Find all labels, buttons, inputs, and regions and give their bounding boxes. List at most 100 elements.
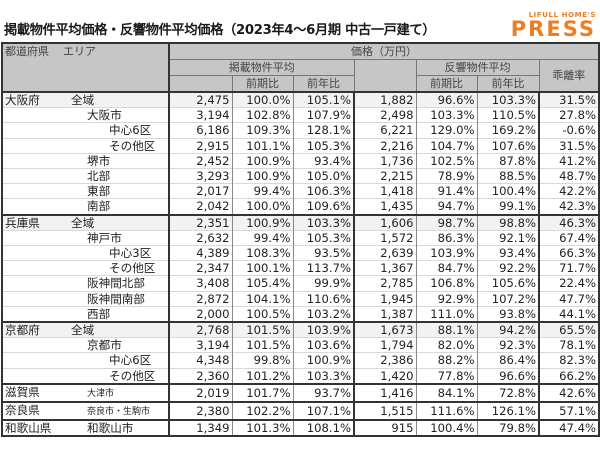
listing-yoy: 93.4% bbox=[292, 152, 355, 169]
prefecture: 大阪府 bbox=[5, 93, 40, 107]
area-name: 大津市 bbox=[87, 388, 115, 399]
area-name: 中心6区 bbox=[109, 353, 152, 368]
listing-qoq: 100.0% bbox=[231, 91, 294, 108]
header-listing-yoy: 前年比 bbox=[292, 75, 355, 93]
response-price: 1,435 bbox=[353, 198, 417, 215]
listing-price: 1,349 bbox=[168, 419, 233, 438]
listing-yoy: 105.3% bbox=[292, 229, 355, 246]
listing-qoq: 102.8% bbox=[231, 107, 294, 123]
area-cell: 西部 bbox=[1, 305, 170, 323]
listing-price: 3,293 bbox=[168, 168, 233, 184]
response-qoq: 91.4% bbox=[415, 183, 478, 199]
gap-rate: -0.6% bbox=[538, 122, 600, 139]
area-cell: 阪神間北部 bbox=[1, 275, 170, 292]
area-cell: 東部 bbox=[1, 183, 170, 199]
area-name: 堺市 bbox=[87, 153, 111, 168]
area-cell: 滋賀県 大津市 bbox=[1, 382, 170, 403]
listing-yoy: 105.3% bbox=[292, 137, 355, 154]
response-yoy: 92.3% bbox=[476, 337, 540, 353]
area-cell: 大阪府 全域 bbox=[1, 91, 170, 108]
listing-yoy: 109.6% bbox=[292, 198, 355, 215]
response-price: 2,498 bbox=[353, 107, 417, 123]
logo-line2: PRESS bbox=[510, 17, 596, 41]
header-pref-area: 都道府県 エリア bbox=[1, 42, 170, 93]
table-row: 滋賀県 大津市 2,019 101.7% 93.7% 1,416 84.1% 72.8% 42.… bbox=[1, 382, 600, 403]
listing-price: 2,475 bbox=[168, 91, 233, 108]
listing-qoq: 100.5% bbox=[231, 305, 294, 323]
gap-rate: 66.3% bbox=[538, 245, 600, 261]
listing-qoq: 109.3% bbox=[231, 122, 294, 139]
header-gap-rate: 乖離率 bbox=[538, 59, 600, 93]
listing-yoy: 105.0% bbox=[292, 168, 355, 184]
prefecture: 奈良県 bbox=[5, 403, 40, 418]
response-yoy: 126.1% bbox=[476, 401, 540, 421]
header-response-avg: 反響物件平均 bbox=[416, 59, 540, 76]
gap-rate: 48.7% bbox=[538, 168, 600, 184]
response-qoq: 100.4% bbox=[415, 419, 478, 438]
listing-yoy: 110.6% bbox=[292, 290, 355, 307]
response-qoq: 84.7% bbox=[415, 260, 478, 276]
response-price: 1,416 bbox=[353, 382, 417, 403]
response-yoy: 100.4% bbox=[476, 183, 540, 199]
header-pref: 都道府県 bbox=[5, 45, 49, 58]
listing-qoq: 100.9% bbox=[231, 168, 294, 184]
gap-rate: 67.4% bbox=[538, 229, 600, 246]
area-name: 神戸市 bbox=[87, 230, 122, 245]
listing-qoq: 108.3% bbox=[231, 245, 294, 261]
area-cell: 堺市 bbox=[1, 152, 170, 169]
response-qoq: 88.1% bbox=[415, 321, 478, 338]
response-yoy: 107.2% bbox=[476, 290, 540, 307]
listing-yoy: 103.3% bbox=[292, 213, 355, 231]
area-cell: 大阪市 bbox=[1, 107, 170, 123]
area-cell: 中心6区 bbox=[1, 352, 170, 369]
response-price: 1,418 bbox=[353, 183, 417, 199]
listing-qoq: 104.1% bbox=[231, 290, 294, 307]
area-name: 南部 bbox=[87, 199, 111, 214]
header-listing-price-blank bbox=[168, 75, 233, 93]
prefecture: 京都府 bbox=[5, 323, 40, 338]
listing-price: 3,408 bbox=[168, 275, 233, 292]
header-listing-qoq: 前期比 bbox=[231, 75, 294, 93]
response-qoq: 103.3% bbox=[415, 107, 478, 123]
listing-price: 2,360 bbox=[168, 367, 233, 384]
gap-rate: 22.4% bbox=[538, 275, 600, 292]
listing-price: 2,632 bbox=[168, 229, 233, 246]
area-name: 東部 bbox=[87, 184, 111, 199]
response-qoq: 104.7% bbox=[415, 137, 478, 154]
listing-price: 2,872 bbox=[168, 290, 233, 307]
response-yoy: 107.6% bbox=[476, 137, 540, 154]
table-row: 京都市 3,194 101.5% 103.6% 1,794 82.0% 92.3% 78.1% bbox=[1, 337, 600, 353]
listing-yoy: 128.1% bbox=[292, 122, 355, 139]
response-qoq: 102.5% bbox=[415, 152, 478, 169]
response-yoy: 93.4% bbox=[476, 245, 540, 261]
response-yoy: 72.8% bbox=[476, 382, 540, 403]
listing-price: 3,194 bbox=[168, 107, 233, 123]
response-price: 1,794 bbox=[353, 337, 417, 353]
gap-rate: 71.7% bbox=[538, 260, 600, 276]
table-row: 阪神間北部 3,408 105.4% 99.9% 2,785 106.8% 105.6% 22… bbox=[1, 275, 600, 292]
listing-qoq: 102.2% bbox=[231, 401, 294, 421]
response-yoy: 92.1% bbox=[476, 229, 540, 246]
header-listing-avg: 掲載物件平均 bbox=[168, 59, 355, 76]
area-name: 京都市 bbox=[87, 338, 122, 353]
area-cell: 神戸市 bbox=[1, 229, 170, 246]
listing-yoy: 100.9% bbox=[292, 352, 355, 369]
response-yoy: 92.2% bbox=[476, 260, 540, 276]
response-qoq: 111.6% bbox=[415, 401, 478, 421]
area-cell: 中心6区 bbox=[1, 122, 170, 139]
response-qoq: 88.2% bbox=[415, 352, 478, 369]
prefecture: 兵庫県 bbox=[5, 215, 40, 230]
area-cell: 京都市 bbox=[1, 337, 170, 353]
response-yoy: 105.6% bbox=[476, 275, 540, 292]
area-name: 和歌山市 bbox=[87, 421, 134, 436]
table-row: 堺市 2,452 100.9% 93.4% 1,736 102.5% 87.8% 41.2% bbox=[1, 152, 600, 169]
area-name: その他区 bbox=[109, 138, 156, 153]
lifull-homes-press-logo: LIFULL HOME'S PRESS bbox=[510, 11, 596, 41]
response-price: 1,572 bbox=[353, 229, 417, 246]
listing-yoy: 107.1% bbox=[292, 401, 355, 421]
response-yoy: 96.6% bbox=[476, 367, 540, 384]
gap-rate: 47.7% bbox=[538, 290, 600, 307]
gap-rate: 82.3% bbox=[538, 352, 600, 369]
table-row: 北部 3,293 100.9% 105.0% 2,215 78.9% 88.5% 48.7% bbox=[1, 168, 600, 184]
listing-qoq: 101.3% bbox=[231, 419, 294, 438]
